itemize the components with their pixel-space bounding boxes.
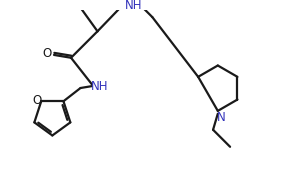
Text: N: N xyxy=(217,111,226,124)
Text: NH: NH xyxy=(125,0,142,12)
Text: O: O xyxy=(32,94,41,107)
Text: NH: NH xyxy=(91,80,108,93)
Text: O: O xyxy=(43,48,52,61)
